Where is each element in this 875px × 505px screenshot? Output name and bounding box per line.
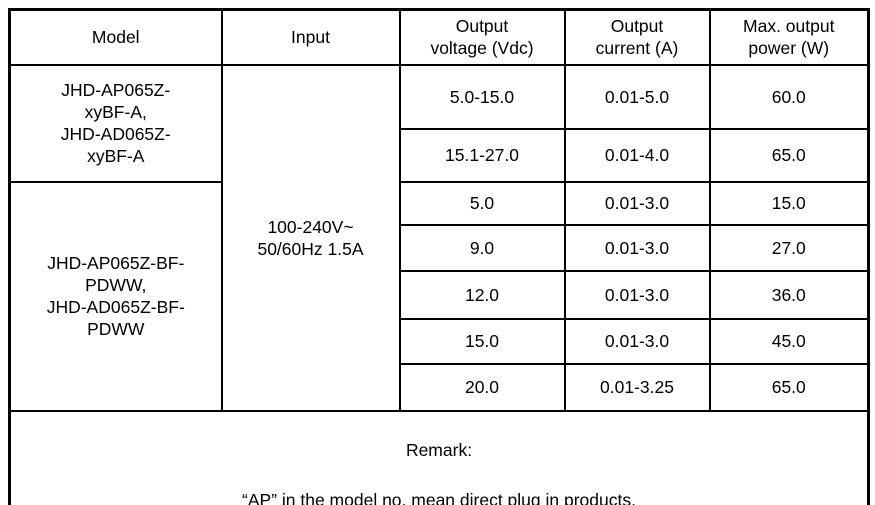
remark-line-ap: “AP” in the model no. mean direct plug i…: [242, 489, 636, 505]
voltage-cell: 5.0: [398, 180, 566, 226]
power-cell: 45.0: [708, 317, 870, 365]
voltage-cell: 15.1-27.0: [398, 127, 566, 183]
power-cell: 36.0: [708, 269, 870, 320]
table-row: 20.0 0.01-3.25 65.0: [10, 362, 870, 412]
header-model: Model: [8, 8, 223, 66]
current-cell: 0.01-3.25: [563, 362, 711, 412]
table-row: 15.1-27.0 0.01-4.0 65.0: [10, 127, 870, 183]
remark-row: Remark: “AP” in the model no. mean direc…: [8, 409, 870, 505]
header-row: Model Input Output voltage (Vdc) Output …: [8, 8, 870, 66]
power-cell: 65.0: [708, 127, 870, 183]
model-group-2: JHD-AP065Z-BF- PDWW, JHD-AD065Z-BF- PDWW: [8, 180, 223, 412]
header-max-output-power: Max. output power (W): [708, 8, 870, 66]
voltage-cell: 15.0: [398, 317, 566, 365]
table-row: 15.0 0.01-3.0 45.0: [10, 317, 870, 365]
current-cell: 0.01-3.0: [563, 317, 711, 365]
power-cell: 15.0: [708, 180, 870, 226]
voltage-cell: 5.0-15.0: [398, 63, 566, 130]
spec-table: Model Input Output voltage (Vdc) Output …: [8, 8, 870, 505]
current-cell: 0.01-4.0: [563, 127, 711, 183]
remark-cell: Remark: “AP” in the model no. mean direc…: [8, 409, 870, 505]
model-group-1: JHD-AP065Z- xyBF-A, JHD-AD065Z- xyBF-A: [8, 63, 223, 183]
input-value-cell: 100-240V~ 50/60Hz 1.5A: [220, 63, 401, 412]
current-cell: 0.01-5.0: [563, 63, 711, 130]
power-cell: 60.0: [708, 63, 870, 130]
voltage-cell: 9.0: [398, 223, 566, 272]
header-input: Input: [220, 8, 401, 66]
voltage-cell: 12.0: [398, 269, 566, 320]
current-cell: 0.01-3.0: [563, 180, 711, 226]
power-cell: 27.0: [708, 223, 870, 272]
table-row: JHD-AP065Z-BF- PDWW, JHD-AD065Z-BF- PDWW…: [8, 180, 870, 412]
table-row: 9.0 0.01-3.0 27.0: [10, 223, 870, 272]
current-cell: 0.01-3.0: [563, 223, 711, 272]
power-cell: 65.0: [708, 362, 870, 412]
table-row: 12.0 0.01-3.0 36.0: [10, 269, 870, 320]
remark-title: Remark:: [405, 439, 473, 460]
table-row: JHD-AP065Z- xyBF-A, JHD-AD065Z- xyBF-A 1…: [8, 63, 870, 412]
header-output-current: Output current (A): [563, 8, 711, 66]
voltage-cell: 20.0: [398, 362, 566, 412]
header-output-voltage: Output voltage (Vdc): [398, 8, 566, 66]
current-cell: 0.01-3.0: [563, 269, 711, 320]
